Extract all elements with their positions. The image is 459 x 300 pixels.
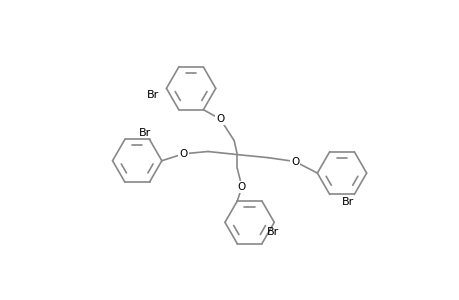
Text: Br: Br [139, 128, 151, 138]
Text: O: O [237, 182, 246, 192]
Text: Br: Br [146, 89, 158, 100]
Text: Br: Br [266, 226, 278, 237]
Text: O: O [179, 149, 187, 159]
Text: O: O [290, 157, 298, 166]
Text: O: O [216, 114, 224, 124]
Text: Br: Br [341, 196, 353, 206]
